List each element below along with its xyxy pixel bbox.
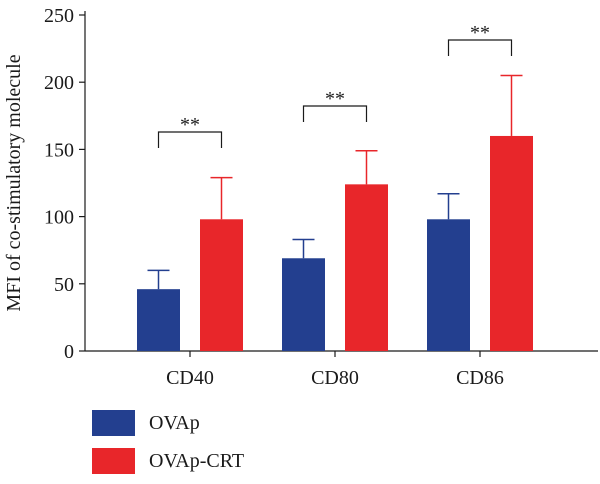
significance-bracket-cd40	[157, 131, 223, 148]
bar-ovap-cd86	[427, 219, 470, 351]
significance-label-cd80: **	[325, 88, 345, 110]
y-tick-label-200: 200	[44, 72, 74, 94]
legend-label-ovap-crt: OVAp-CRT	[149, 449, 245, 472]
x-tick-label-cd40: CD40	[166, 367, 214, 389]
legend-item-ovap: OVAp	[92, 408, 244, 438]
y-tick-label-0: 0	[64, 341, 74, 363]
bar-ovap-cd40	[137, 289, 180, 351]
y-tick-label-250: 250	[44, 5, 74, 27]
legend-item-ovap-crt: OVAp-CRT	[92, 446, 244, 476]
y-tick-label-50: 50	[54, 274, 74, 296]
legend-label-ovap: OVAp	[149, 411, 200, 434]
y-tick-label-100: 100	[44, 207, 74, 229]
significance-bracket-cd86	[447, 39, 513, 56]
x-tick-label-cd86: CD86	[456, 367, 504, 389]
bar-ovap-crt-cd80	[345, 184, 388, 351]
y-tick-label-150: 150	[44, 139, 74, 161]
legend-swatch-ovap	[92, 410, 135, 436]
legend-swatch-ovap-crt	[92, 448, 135, 474]
significance-label-cd40: **	[180, 114, 200, 136]
bar-ovap-cd80	[282, 258, 325, 351]
legend: OVAp OVAp-CRT	[92, 408, 244, 484]
y-axis-label: MFI of co-stimulatory molecule	[3, 54, 25, 311]
bar-ovap-crt-cd40	[200, 219, 243, 351]
significance-label-cd86: **	[470, 22, 490, 44]
x-tick-label-cd80: CD80	[311, 367, 359, 389]
bar-ovap-crt-cd86	[490, 135, 533, 351]
significance-bracket-cd80	[302, 105, 368, 122]
